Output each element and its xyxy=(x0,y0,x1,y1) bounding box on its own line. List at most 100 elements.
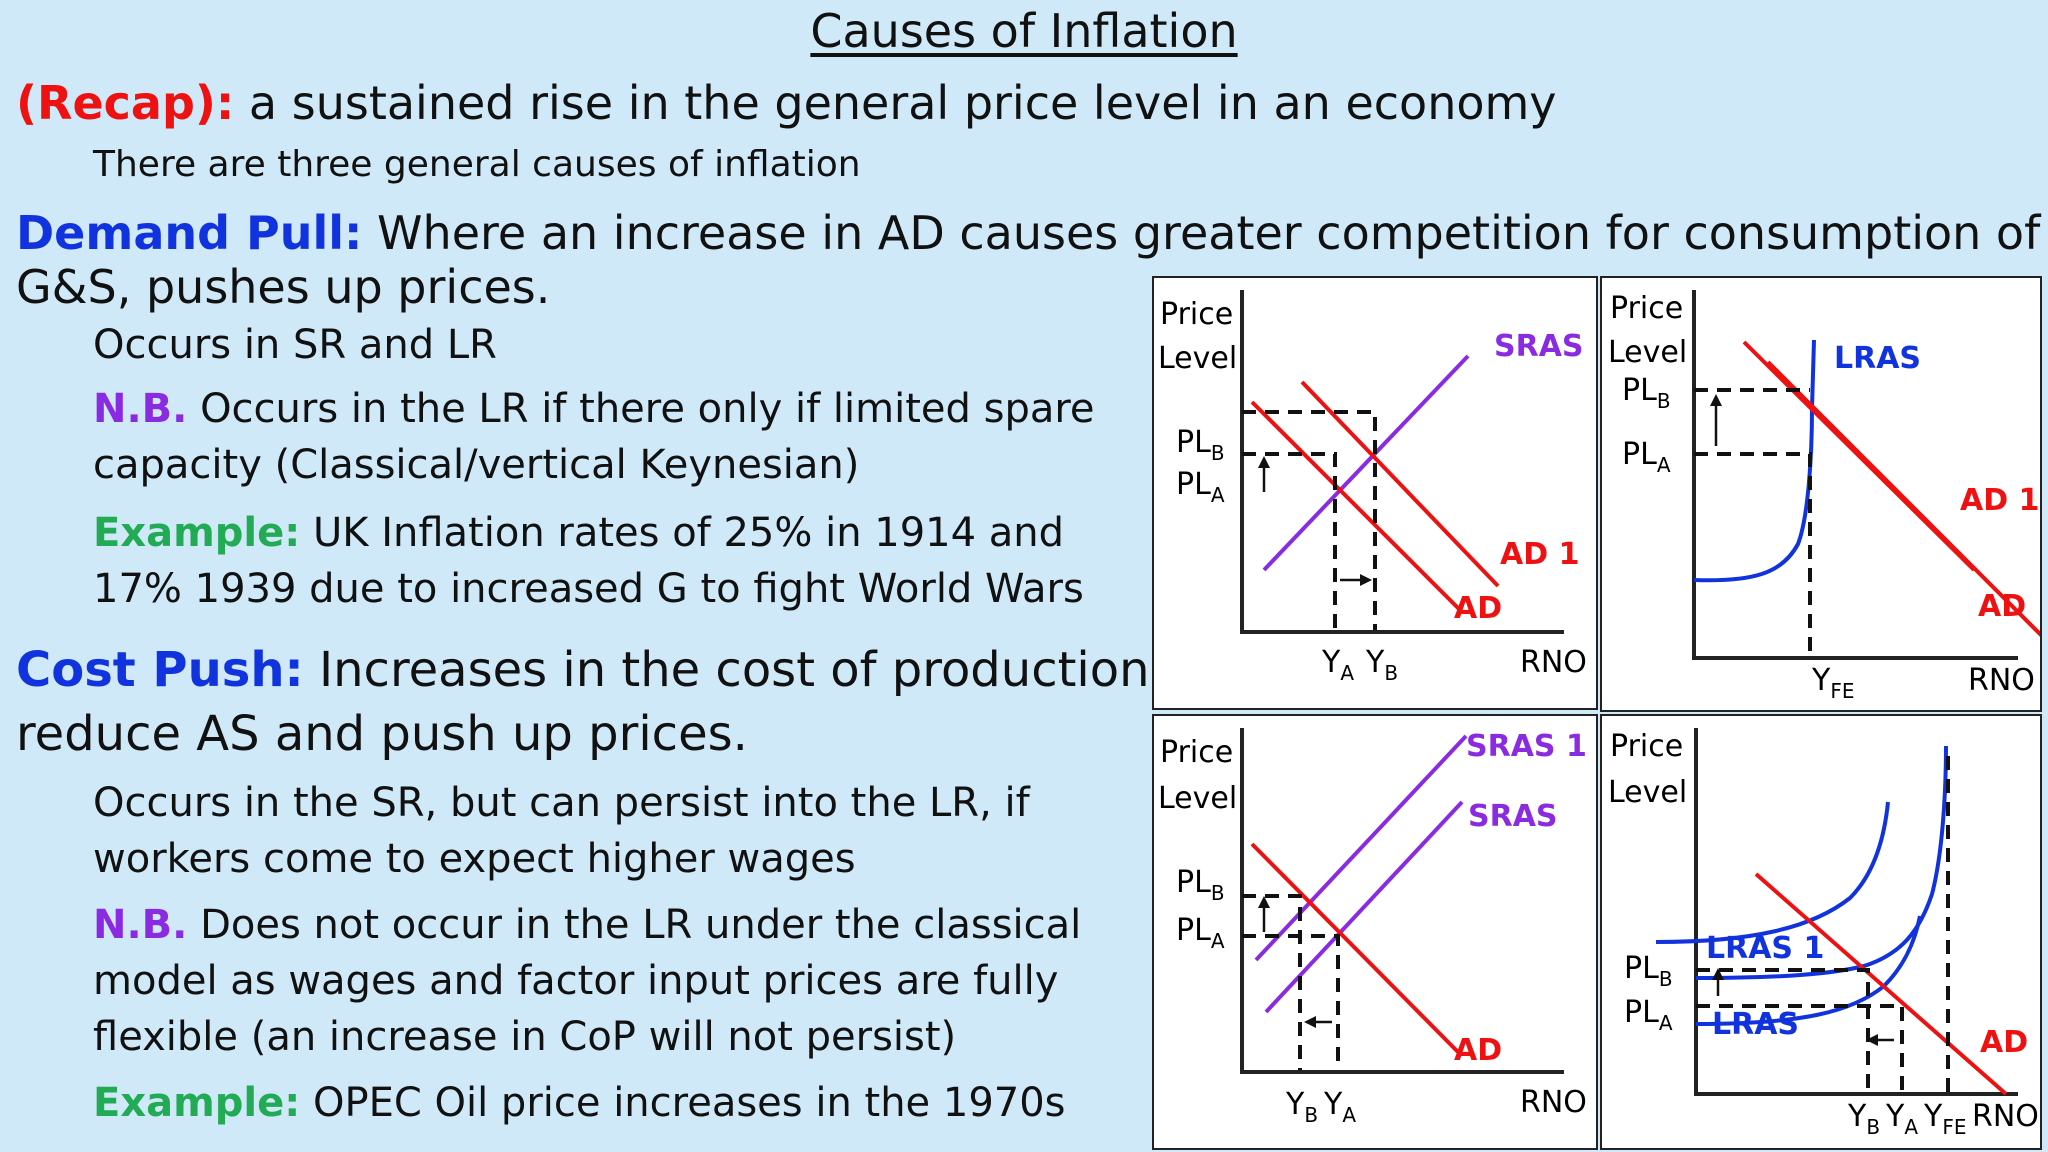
d4-lras-label: LRAS xyxy=(1712,1007,1799,1042)
d2-yaxis-label-1: Price xyxy=(1610,291,1683,326)
d1-plb-pl: PL xyxy=(1176,425,1211,460)
d3-plb-pl: PL xyxy=(1176,865,1211,900)
d4-yfe-y: Y xyxy=(1923,1099,1943,1134)
cost-push-ex-text1: OPEC Oil price increases in the 1970s xyxy=(300,1080,1066,1126)
d4-lras-curve-2 xyxy=(1655,801,1890,944)
d1-sras-label: SRAS xyxy=(1494,329,1584,364)
d1-ad-label: AD xyxy=(1454,591,1502,626)
d1-pla-pl: PL xyxy=(1176,467,1211,502)
d3-yb-label: YB xyxy=(1285,1087,1318,1127)
d2-pla-label: PLA xyxy=(1622,437,1671,477)
cost-push-nb3: flexible (an increase in CoP will not pe… xyxy=(93,1014,957,1060)
d1-ya-sub: A xyxy=(1340,661,1354,685)
diagram-4-svg: Price Level LRAS 1 LRAS AD PLB PLA YB YA… xyxy=(1608,728,2039,1139)
d4-price-arrowhead xyxy=(1712,968,1724,980)
d3-yb-sub: B xyxy=(1304,1103,1318,1127)
cost-push-occurs1: Occurs in the SR, but can persist into t… xyxy=(93,780,1030,826)
d4-dashed-guides xyxy=(1696,756,1950,1092)
d4-pla-label: PLA xyxy=(1624,995,1673,1035)
cost-push-ex1: Example: OPEC Oil price increases in the… xyxy=(93,1080,1066,1126)
d3-ad-line xyxy=(1250,842,1460,1054)
d3-pla-label: PLA xyxy=(1176,913,1225,953)
page-title: Causes of Inflation xyxy=(810,4,1238,58)
intro-text: There are three general causes of inflat… xyxy=(93,144,861,185)
d1-yaxis-label-1: Price xyxy=(1160,297,1233,332)
demand-pull-line1: Demand Pull: Where an increase in AD cau… xyxy=(16,206,2040,260)
d4-axes xyxy=(1694,728,2018,1096)
d2-lras-label: LRAS xyxy=(1834,341,1921,376)
d4-xaxis-label: RNO xyxy=(1972,1099,2039,1134)
diagram-cost-push-sras: Price Level SRAS 1 SRAS AD PLB PLA YB YA… xyxy=(1152,714,1598,1150)
cost-push-ex-label: Example: xyxy=(93,1080,301,1126)
cost-push-nb1: N.B. Does not occur in the LR under the … xyxy=(93,902,1081,948)
d3-sras-line xyxy=(1264,800,1464,1014)
d4-pla-pl: PL xyxy=(1624,995,1659,1030)
d2-plb-pl: PL xyxy=(1622,373,1657,408)
d3-pla-pl: PL xyxy=(1176,913,1211,948)
d3-ya-sub: A xyxy=(1342,1103,1356,1127)
d3-price-arrowhead xyxy=(1258,896,1270,908)
recap-label: (Recap): xyxy=(16,76,235,130)
d4-plb-sub: B xyxy=(1659,967,1673,991)
d1-dashed-guides xyxy=(1242,410,1377,630)
d2-pla-pl: PL xyxy=(1622,437,1657,472)
d4-lras-curve xyxy=(1695,745,1948,980)
d4-ad-line xyxy=(1754,872,2008,1096)
d3-dashed-guides xyxy=(1242,894,1340,1070)
recap-line: (Recap): a sustained rise in the general… xyxy=(16,76,1557,130)
demand-pull-text1: Where an increase in AD causes greater c… xyxy=(362,206,2041,260)
d3-yaxis-label-1: Price xyxy=(1160,735,1233,770)
d1-pla-label: PLA xyxy=(1176,467,1225,507)
d2-price-arrowhead xyxy=(1710,394,1722,406)
d2-pla-sub: A xyxy=(1657,453,1671,477)
d1-output-arrowhead xyxy=(1360,574,1372,586)
d1-yb-sub: B xyxy=(1384,661,1398,685)
d1-plb-sub: B xyxy=(1211,441,1225,465)
cost-push-line2: reduce AS and push up prices. xyxy=(16,706,748,762)
diagram-demand-pull-lras: Price Level LRAS AD 1 AD PLB PLA YFE RNO xyxy=(1600,276,2044,712)
d3-sras1-line xyxy=(1254,734,1468,962)
cost-push-nb2: model as wages and factor input prices a… xyxy=(93,958,1059,1004)
d1-ya-y: Y xyxy=(1321,645,1341,680)
d3-axes xyxy=(1240,728,1564,1074)
demand-pull-ex1: Example: UK Inflation rates of 25% in 19… xyxy=(93,510,1064,556)
d2-yfe-sub: FE xyxy=(1830,679,1854,703)
d1-pla-sub: A xyxy=(1211,483,1225,507)
d4-yb-y: Y xyxy=(1847,1099,1867,1134)
cost-push-occurs2: workers come to expect higher wages xyxy=(93,836,856,882)
d1-plb-label: PLB xyxy=(1176,425,1225,465)
d2-yfe-y: Y xyxy=(1811,663,1831,698)
d1-ad1-label: AD 1 xyxy=(1500,537,1579,572)
recap-text: a sustained rise in the general price le… xyxy=(234,76,1557,130)
cost-push-label: Cost Push: xyxy=(16,642,304,698)
d4-plb-pl: PL xyxy=(1624,951,1659,986)
d3-plb-sub: B xyxy=(1211,881,1225,905)
diagram-cost-push-lras: Price Level LRAS 1 LRAS AD PLB PLA YB YA… xyxy=(1600,714,2042,1150)
demand-pull-label: Demand Pull: xyxy=(16,206,363,260)
demand-pull-line2: G&S, pushes up prices. xyxy=(16,260,551,314)
d1-ya-label: YA xyxy=(1321,645,1354,685)
d4-yaxis-label-2: Level xyxy=(1608,775,1687,810)
d4-ya-y: Y xyxy=(1885,1099,1905,1134)
d2-ad1-label: AD 1 xyxy=(1960,483,2039,518)
cost-push-line1: Cost Push: Increases in the cost of prod… xyxy=(16,642,1150,698)
d4-yfe-sub: FE xyxy=(1942,1115,1966,1139)
d3-yaxis-label-2: Level xyxy=(1158,781,1237,816)
d4-yb-sub: B xyxy=(1866,1115,1880,1139)
d4-ya-label: YA xyxy=(1885,1099,1918,1139)
d4-yb-label: YB xyxy=(1847,1099,1880,1139)
d4-pla-sub: A xyxy=(1659,1011,1673,1035)
d4-plb-label: PLB xyxy=(1624,951,1673,991)
demand-pull-ex-label: Example: xyxy=(93,510,301,556)
demand-pull-occurs: Occurs in SR and LR xyxy=(93,322,497,368)
diagram-1-svg: Price Level SRAS AD 1 AD PLB PLA YA YB R… xyxy=(1158,290,1587,685)
cost-push-nb-label: N.B. xyxy=(93,902,188,948)
diagram-demand-pull-sras: Price Level SRAS AD 1 AD PLB PLA YA YB R… xyxy=(1152,276,1598,710)
cost-push-text1: Increases in the cost of production xyxy=(303,642,1150,698)
demand-pull-nb-text1: Occurs in the LR if there only if limite… xyxy=(187,386,1095,432)
d3-xaxis-label: RNO xyxy=(1520,1085,1587,1120)
d4-lras1-label: LRAS 1 xyxy=(1706,931,1824,966)
d2-plb-label: PLB xyxy=(1622,373,1671,413)
d1-ad-line xyxy=(1250,400,1462,612)
d2-plb-sub: B xyxy=(1657,389,1671,413)
